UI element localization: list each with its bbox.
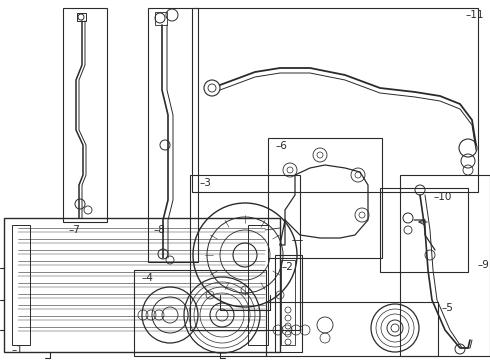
- Bar: [134, 270, 266, 356]
- Bar: [77, 13, 86, 21]
- Text: –11: –11: [465, 10, 484, 20]
- Bar: [281, 260, 295, 345]
- Bar: [148, 8, 198, 262]
- Bar: [400, 175, 490, 356]
- Bar: [12, 225, 30, 345]
- Text: –6: –6: [275, 141, 287, 151]
- Bar: [380, 188, 468, 272]
- Bar: [268, 138, 382, 258]
- Bar: [155, 12, 167, 25]
- Text: –10: –10: [433, 192, 451, 202]
- Text: –7: –7: [68, 225, 80, 235]
- Text: –4: –4: [141, 273, 153, 283]
- Bar: [275, 255, 302, 352]
- Text: –8: –8: [153, 225, 165, 235]
- Bar: [190, 175, 300, 330]
- Text: –5: –5: [441, 303, 453, 313]
- Text: –1: –1: [11, 345, 23, 355]
- Bar: [266, 302, 438, 356]
- Text: –9: –9: [477, 260, 489, 270]
- Bar: [63, 8, 107, 222]
- Bar: [192, 8, 478, 192]
- Text: –3: –3: [199, 178, 211, 188]
- Bar: [248, 225, 268, 345]
- Bar: [4, 218, 280, 352]
- Text: –2: –2: [281, 262, 293, 272]
